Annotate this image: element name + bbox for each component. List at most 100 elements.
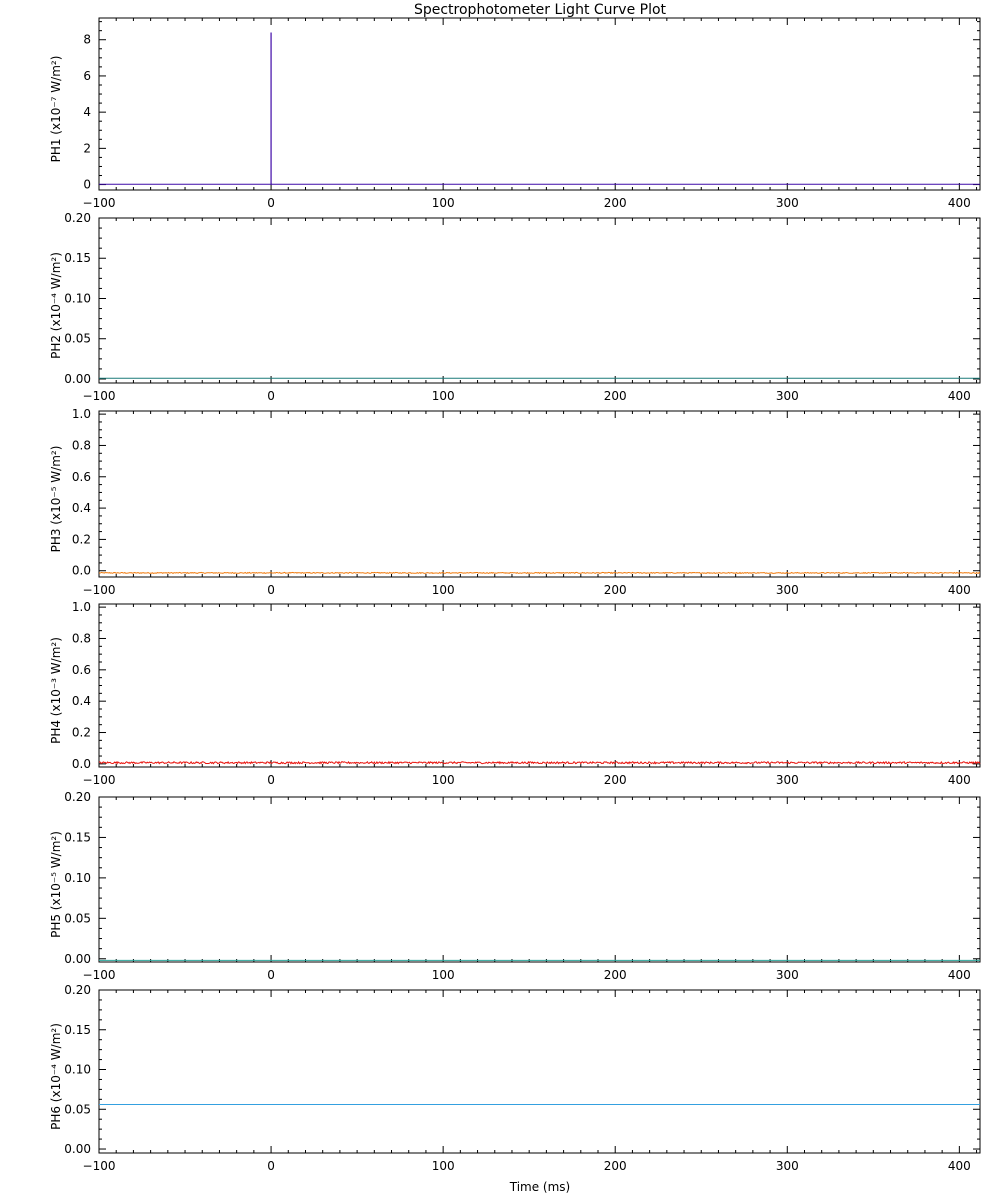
x-tick-label: 200: [604, 389, 627, 403]
panel-ph4: −100 0 100 200 300 400 0.0 0.2 0.4 0.6 0.8 1.0 PH4 (…: [49, 600, 981, 787]
x-tick-label: 0: [267, 968, 275, 982]
y-axis-label: PH6 (x10⁻⁴ W/m²): [49, 1023, 63, 1130]
y-tick-label: 0.15: [64, 830, 91, 844]
x-tick-label: 0: [267, 1159, 275, 1173]
x-tick-label: 200: [604, 1159, 627, 1173]
y-tick-label: 0.8: [72, 631, 91, 645]
y-tick-label: 2: [83, 141, 91, 155]
panel-ph2: −100 0 100 200 300 400 0.00 0.05 0.10 0.15 0.20 PH2…: [49, 211, 981, 403]
y-tick-label: 0.0: [72, 564, 91, 578]
y-axis-label: PH3 (x10⁻⁵ W/m²): [49, 446, 63, 553]
x-tick-label: 300: [776, 196, 799, 210]
y-tick-label: 0.05: [64, 911, 91, 925]
y-axis-label-unit: (x10⁻⁷ W/m²): [49, 56, 63, 135]
y-tick-label: 6: [83, 69, 91, 83]
x-axis-title: Time (ms): [509, 1180, 571, 1194]
y-tick-label: 0.10: [64, 291, 91, 305]
x-tick-label: −100: [83, 968, 116, 982]
y-tick-label: 0.6: [72, 470, 91, 484]
y-tick-label: 0.15: [64, 251, 91, 265]
y-axis-label-unit: (x10⁻⁵ W/m²): [49, 446, 63, 525]
x-tick-label: 0: [267, 196, 275, 210]
x-tick-label: 400: [948, 583, 971, 597]
x-tick-label: 200: [604, 196, 627, 210]
y-tick-label: 1.0: [72, 600, 91, 614]
x-tick-label: 0: [267, 583, 275, 597]
x-tick-label: 100: [432, 196, 455, 210]
y-tick-label: 0.4: [72, 694, 91, 708]
panel-ph1: −100 0 100 200 300 400 0 2 4 6 8 PH1 (x10⁻⁷ W/m²): [49, 17, 981, 210]
plot-frame: [98, 217, 981, 384]
y-tick-label: 0.20: [64, 211, 91, 225]
y-axis-label-name: PH2: [49, 331, 63, 359]
y-tick-label: 4: [83, 105, 91, 119]
y-axis-label-name: PH5: [49, 910, 63, 938]
y-tick-label: 0.20: [64, 983, 91, 997]
y-tick-label: 0.0: [72, 757, 91, 771]
y-axis-label-unit: (x10⁻⁴ W/m²): [49, 252, 63, 331]
x-tick-label: 100: [432, 389, 455, 403]
x-tick-label: 200: [604, 583, 627, 597]
plot-frame: [98, 796, 981, 963]
x-tick-label: −100: [83, 583, 116, 597]
x-tick-label: 400: [948, 196, 971, 210]
y-axis-label: PH5 (x10⁻⁵ W/m²): [49, 831, 63, 938]
x-tick-label: −100: [83, 1159, 116, 1173]
x-tick-label: 100: [432, 968, 455, 982]
x-tick-label: 0: [267, 773, 275, 787]
y-tick-label: 0.00: [64, 372, 91, 386]
x-tick-label: 400: [948, 773, 971, 787]
panel-ph3: −100 0 100 200 300 400 0.0 0.2 0.4 0.6 0.8 1.0 PH3 (…: [49, 407, 981, 597]
x-tick-label: 400: [948, 389, 971, 403]
plot-frame: [98, 603, 981, 768]
panel-ph5: −100 0 100 200 300 400 0.00 0.05 0.10 0.15 0.20 PH5…: [49, 790, 981, 982]
y-tick-label: 0.00: [64, 952, 91, 966]
y-tick-label: 1.0: [72, 407, 91, 421]
plot-frame: [98, 410, 981, 578]
x-tick-label: 100: [432, 773, 455, 787]
x-tick-label: 0: [267, 389, 275, 403]
y-tick-label: 0.6: [72, 663, 91, 677]
x-tick-label: 200: [604, 968, 627, 982]
x-tick-label: −100: [83, 773, 116, 787]
x-tick-label: 300: [776, 1159, 799, 1173]
y-axis-label-unit: (x10⁻³ W/m²): [49, 637, 63, 716]
y-tick-label: 0.15: [64, 1023, 91, 1037]
series-line-ph3: [98, 571, 981, 575]
x-tick-label: 300: [776, 583, 799, 597]
y-tick-label: 8: [83, 33, 91, 47]
y-axis-label-unit: (x10⁻⁴ W/m²): [49, 1023, 63, 1102]
x-tick-label: 300: [776, 389, 799, 403]
x-tick-label: 200: [604, 773, 627, 787]
x-tick-label: 300: [776, 968, 799, 982]
y-axis-label: PH2 (x10⁻⁴ W/m²): [49, 252, 63, 359]
x-tick-label: −100: [83, 389, 116, 403]
y-tick-label: 0.05: [64, 332, 91, 346]
y-axis-label: PH1 (x10⁻⁷ W/m²): [49, 56, 63, 163]
x-tick-label: 100: [432, 583, 455, 597]
y-axis-label-name: PH4: [49, 716, 63, 744]
y-axis-label-name: PH1: [49, 135, 63, 163]
y-axis-label-unit: (x10⁻⁵ W/m²): [49, 831, 63, 910]
y-tick-label: 0.10: [64, 871, 91, 885]
x-tick-label: 400: [948, 1159, 971, 1173]
y-tick-label: 0.00: [64, 1142, 91, 1156]
y-tick-label: 0.8: [72, 438, 91, 452]
chart-title: Spectrophotometer Light Curve Plot: [413, 2, 667, 18]
y-tick-label: 0.2: [72, 726, 91, 740]
y-axis-label-name: PH6: [49, 1102, 63, 1130]
y-tick-label: 0.10: [64, 1063, 91, 1077]
panel-ph6: −100 0 100 200 300 400 0.00 0.05 0.10 0.15 0.20 PH6…: [49, 983, 981, 1173]
y-tick-label: 0.20: [64, 790, 91, 804]
x-tick-label: 300: [776, 773, 799, 787]
y-tick-label: 0: [83, 178, 91, 192]
x-tick-label: 400: [948, 968, 971, 982]
y-tick-label: 0.2: [72, 532, 91, 546]
x-tick-label: 100: [432, 1159, 455, 1173]
y-axis-label-name: PH3: [49, 525, 63, 553]
series-line-ph4: [98, 760, 981, 765]
plot-frame: [98, 17, 981, 191]
y-axis-label: PH4 (x10⁻³ W/m²): [49, 637, 63, 744]
y-tick-label: 0.05: [64, 1102, 91, 1116]
